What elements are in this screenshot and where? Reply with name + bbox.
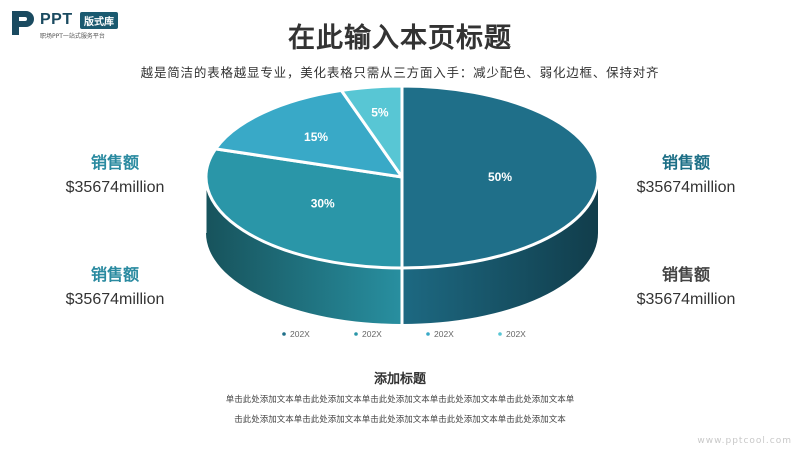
side-label-value: $35674million — [636, 179, 736, 196]
page-title: 在此输入本页标题 — [288, 23, 512, 54]
page-subtitle: 越是简洁的表格越显专业，美化表格只需从三方面入手：减少配色、弱化边框、保持对齐 — [140, 65, 660, 80]
pie-data-label: 5% — [371, 105, 389, 119]
legend-label: 202X — [434, 329, 454, 339]
logo-text: PPT — [40, 11, 73, 28]
logo-p-icon — [12, 11, 34, 35]
side-label-right-bottom: 销售额 $35674million — [596, 261, 776, 309]
pie-data-label: 30% — [311, 197, 335, 211]
legend-label: 202X — [290, 329, 310, 339]
legend-label: 202X — [362, 329, 382, 339]
side-label-value: $35674million — [65, 179, 165, 196]
pie-slice-top — [339, 84, 404, 179]
caption-line: 单击此处添加文本单击此处添加文本单击此处添加文本单击此处添加文本单击此处添加文本… — [225, 395, 575, 405]
side-label-left-bottom: 销售额 $35674million — [25, 261, 205, 309]
side-label-left-top: 销售额 $35674million — [25, 149, 205, 197]
side-label-title: 销售额 — [661, 153, 710, 172]
watermark: www.pptcool.com — [697, 436, 792, 446]
legend-marker — [354, 332, 358, 336]
side-label-title: 销售额 — [661, 265, 710, 284]
caption-body: 单击此处添加文本单击此处添加文本单击此处添加文本单击此处添加文本单击此处添加文本… — [150, 390, 650, 430]
pie-slice-side — [402, 177, 598, 324]
pie-sides — [206, 177, 598, 324]
side-label-right-top: 销售额 $35674million — [596, 149, 776, 197]
side-label-title: 销售额 — [90, 153, 139, 172]
legend-marker — [426, 332, 430, 336]
pie-slice-top — [400, 84, 600, 270]
logo-badge: 版式库 — [80, 12, 118, 29]
pie-data-label: 50% — [488, 170, 512, 184]
caption-line: 击此处添加文本单击此处添加文本单击此处添加文本单击此处添加文本单击此处添加文本 — [234, 415, 566, 425]
pie-slice-top — [204, 147, 404, 270]
side-label-title: 销售额 — [90, 265, 139, 284]
side-label-value: $35674million — [65, 291, 165, 308]
caption-title: 添加标题 — [373, 372, 426, 387]
legend-label: 202X — [506, 329, 526, 339]
pie-tops — [204, 84, 600, 270]
logo-subtext: 职场PPT一站式服务平台 — [40, 33, 105, 40]
legend-marker — [282, 332, 286, 336]
brand-logo: PPT 版式库 职场PPT一站式服务平台 — [10, 8, 160, 40]
side-label-value: $35674million — [636, 291, 736, 308]
legend-marker — [498, 332, 502, 336]
pie-data-label: 15% — [304, 130, 328, 144]
pie-slice-side — [206, 177, 402, 324]
